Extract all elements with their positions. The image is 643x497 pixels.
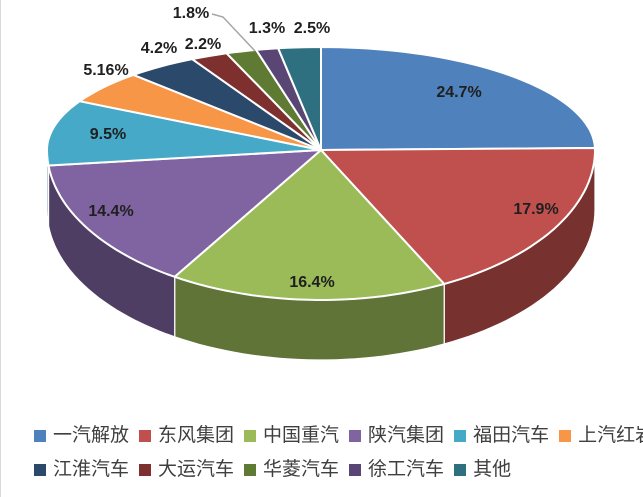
- slice-label-10: 2.5%: [294, 20, 330, 37]
- legend-swatch-3: [349, 430, 362, 442]
- legend-swatch-8: [244, 464, 257, 476]
- slice-label-4: 9.5%: [90, 126, 126, 143]
- pie-slice-3: [47, 149, 322, 278]
- legend-item-3: 陕汽集团: [349, 424, 444, 448]
- legend-label-9: 徐工汽车: [368, 459, 445, 480]
- legend-label-3: 陕汽集团: [368, 425, 445, 446]
- legend-label-4: 福田汽车: [473, 425, 550, 446]
- legend-label-10: 其他: [473, 459, 512, 480]
- legend-label-5: 上汽红岩: [578, 425, 643, 446]
- pie-slice-6: [132, 58, 322, 151]
- legend-item-10: 其他: [454, 458, 511, 482]
- legend-item-1: 东风集团: [139, 424, 234, 448]
- legend-label-1: 东风集团: [158, 425, 235, 446]
- legend-swatch-2: [244, 430, 257, 442]
- legend-item-4: 福田汽车: [454, 424, 549, 448]
- legend-swatch-10: [454, 464, 467, 476]
- chart-legend: 一汽解放 东风集团 中国重汽 陕汽集团 福田汽车 上汽红岩江淮汽车 大运汽车 华菱汽车 徐工汽车…: [34, 424, 643, 482]
- legend-label-8: 华菱汽车: [263, 459, 340, 480]
- legend-swatch-4: [454, 430, 467, 442]
- legend-label-2: 中国重汽: [263, 425, 340, 446]
- label-leader-line: [211, 13, 256, 52]
- legend-label-6: 江淮汽车: [53, 459, 130, 480]
- slice-label-2: 16.4%: [289, 274, 334, 291]
- legend-label-7: 大运汽车: [158, 459, 235, 480]
- legend-label-0: 一汽解放: [53, 425, 130, 446]
- pie-slice-0: [320, 46, 596, 151]
- legend-item-8: 华菱汽车: [244, 458, 339, 482]
- legend-item-2: 中国重汽: [244, 424, 339, 448]
- legend-swatch-5: [559, 430, 572, 442]
- legend-item-0: 一汽解放: [34, 424, 129, 448]
- legend-swatch-1: [139, 430, 152, 442]
- slice-label-3: 14.4%: [88, 203, 133, 220]
- legend-item-6: 江淮汽车: [34, 458, 129, 482]
- slice-label-1: 17.9%: [513, 201, 558, 218]
- legend-row-2: 江淮汽车 大运汽车 华菱汽车 徐工汽车 其他: [34, 458, 634, 482]
- legend-row-1: 一汽解放 东风集团 中国重汽 陕汽集团 福田汽车 上汽红岩: [34, 424, 643, 448]
- pie-slice-1: [320, 147, 596, 285]
- pie-slice-2: [173, 149, 446, 301]
- pie-3d-canvas: 24.7% 17.9% 16.4% 14.4% 9.5% 5.16% 4.2% 2.2% 1.8…: [46, 5, 596, 361]
- slice-label-5: 5.16%: [83, 62, 128, 79]
- legend-swatch-9: [349, 464, 362, 476]
- legend-swatch-0: [34, 430, 46, 442]
- pie-slice-4: [46, 100, 322, 167]
- legend-swatch-6: [34, 464, 46, 476]
- legend-item-7: 大运汽车: [139, 458, 234, 482]
- legend-item-5: 上汽红岩: [559, 424, 643, 448]
- slice-label-8: 1.8%: [173, 5, 209, 22]
- slice-label-0: 24.7%: [436, 84, 481, 101]
- legend-swatch-7: [139, 464, 152, 476]
- legend-item-9: 徐工汽车: [349, 458, 444, 482]
- slice-label-7: 2.2%: [185, 36, 221, 53]
- slice-label-9: 1.3%: [249, 20, 285, 37]
- pie-slice-5: [78, 73, 322, 151]
- slice-label-6: 4.2%: [141, 40, 177, 57]
- pie-slice-10: [277, 46, 322, 151]
